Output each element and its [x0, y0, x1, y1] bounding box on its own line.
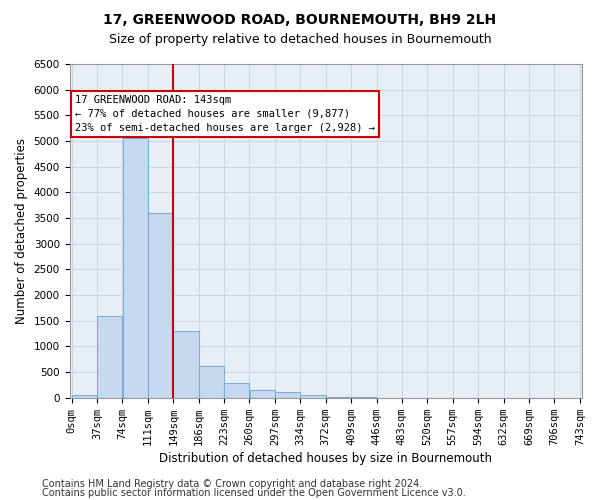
- Bar: [122, 138, 148, 398]
- Y-axis label: Number of detached properties: Number of detached properties: [15, 138, 28, 324]
- Text: 17 GREENWOOD ROAD: 143sqm
← 77% of detached houses are smaller (9,877)
23% of se: 17 GREENWOOD ROAD: 143sqm ← 77% of detac…: [75, 95, 375, 133]
- Bar: [97, 316, 122, 398]
- X-axis label: Distribution of detached houses by size in Bournemouth: Distribution of detached houses by size …: [159, 452, 492, 465]
- Text: Contains public sector information licensed under the Open Government Licence v3: Contains public sector information licen…: [42, 488, 466, 498]
- Text: Size of property relative to detached houses in Bournemouth: Size of property relative to detached ho…: [109, 32, 491, 46]
- Bar: [301, 396, 326, 398]
- Text: 17, GREENWOOD ROAD, BOURNEMOUTH, BH9 2LH: 17, GREENWOOD ROAD, BOURNEMOUTH, BH9 2LH: [103, 12, 497, 26]
- Bar: [224, 384, 250, 398]
- Bar: [173, 331, 199, 398]
- Bar: [275, 392, 300, 398]
- Bar: [199, 366, 224, 398]
- Bar: [326, 397, 351, 398]
- Text: Contains HM Land Registry data © Crown copyright and database right 2024.: Contains HM Land Registry data © Crown c…: [42, 479, 422, 489]
- Bar: [250, 390, 275, 398]
- Bar: [148, 213, 173, 398]
- Bar: [71, 395, 97, 398]
